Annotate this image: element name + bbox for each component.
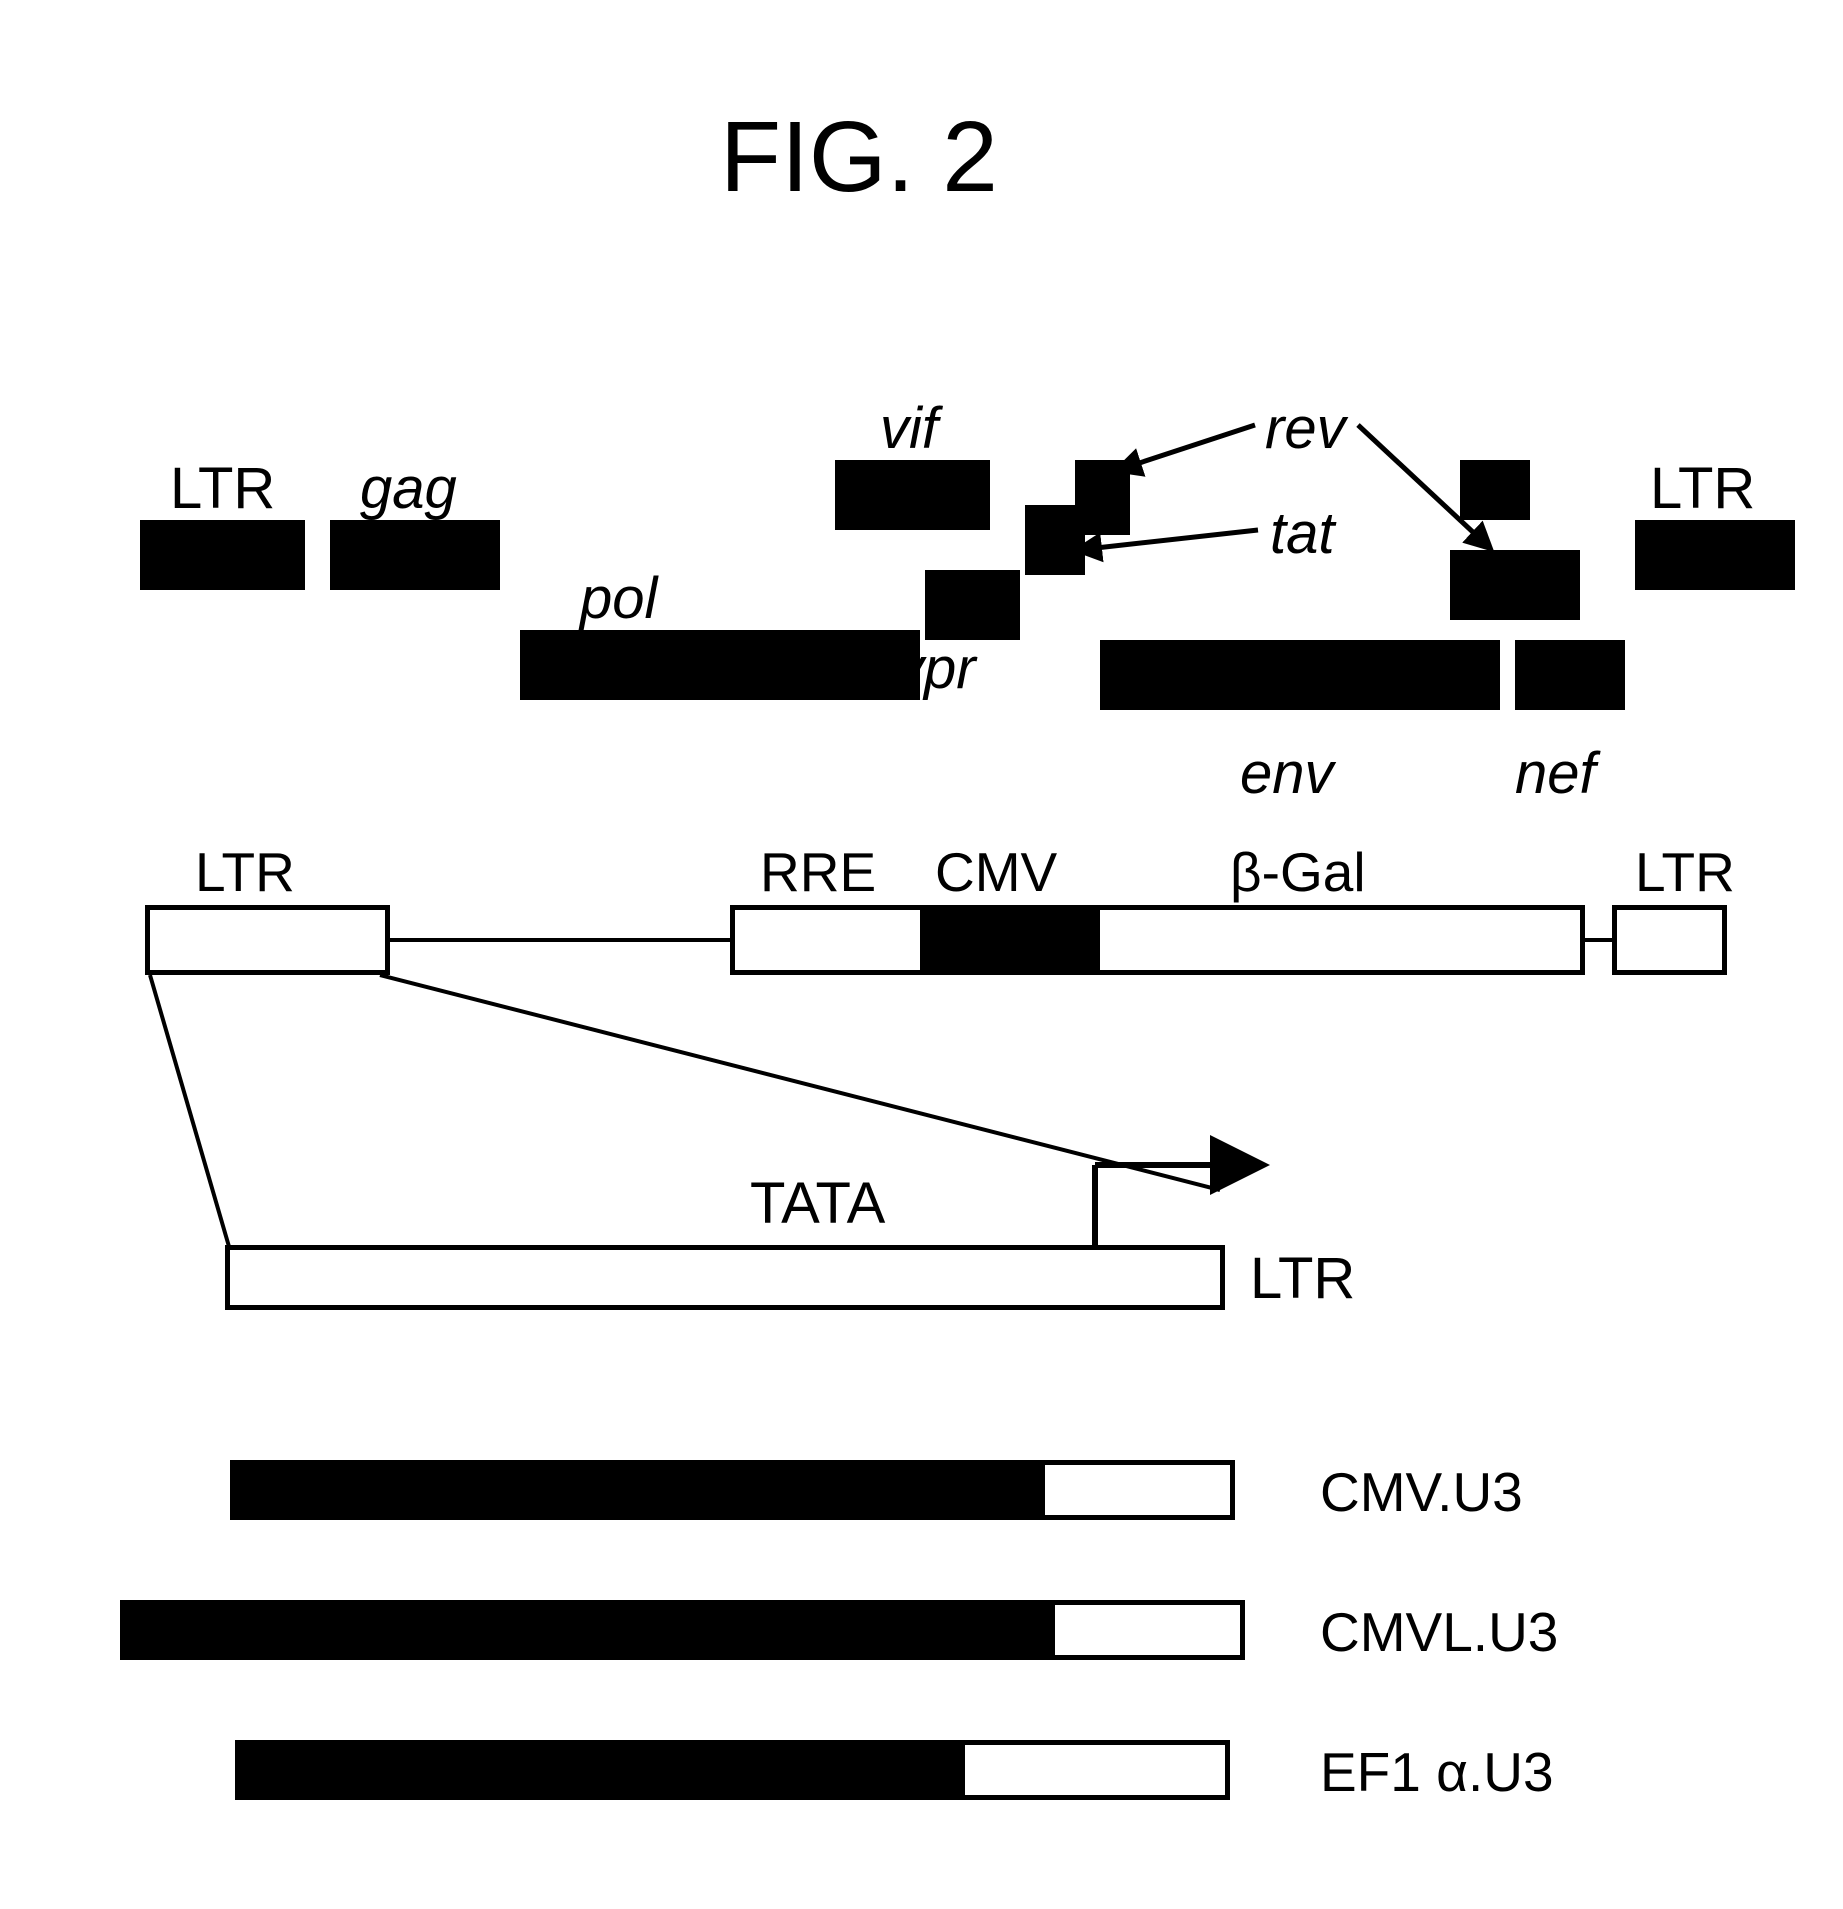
genome-label-nef: nef [1515,740,1596,807]
vector-box-bgal [1095,905,1585,975]
construct-label-0: CMV.U3 [1320,1460,1523,1524]
genome-label-ltr_right: LTR [1650,455,1755,522]
genome-box-pol [520,630,920,700]
vector-label-ltr_right: LTR [1635,840,1735,904]
vector-label-ltr_left: LTR [195,840,295,904]
genome-box-tat2 [1450,550,1580,620]
genome-box-env [1100,640,1500,710]
genome-box-vpr [925,570,1020,640]
construct-open-0 [1040,1460,1235,1520]
construct-fill-0 [230,1460,1040,1520]
construct-label-2: EF1 α.U3 [1320,1740,1554,1804]
genome-box-ltr_left [140,520,305,590]
genome-box-rev1 [1075,460,1130,535]
ltr-detail-box [225,1245,1225,1310]
vector-box-ltr_right [1612,905,1727,975]
genome-label-pol: pol [580,565,657,632]
genome-label-tat: tat [1270,500,1335,567]
genome-box-nef [1515,640,1625,710]
vector-box-ltr_left [145,905,390,975]
figure-canvas: FIG. 2 LTR gag pol vif vpr rev tat env nef LTR LTR R… [40,40,1843,1869]
vector-label-rre: RRE [760,840,876,904]
vector-box-rre [730,905,925,975]
construct-fill-2 [235,1740,960,1800]
vector-box-cmv [925,905,1095,975]
genome-label-gag: gag [360,455,457,522]
genome-box-gag [330,520,500,590]
genome-label-ltr_left: LTR [170,455,275,522]
genome-box-rev2 [1460,460,1530,520]
genome-box-vif [835,460,990,530]
genome-box-ltr_right [1635,520,1795,590]
vector-label-bgal: β-Gal [1230,840,1366,904]
construct-open-2 [960,1740,1230,1800]
vector-label-cmv: CMV [935,840,1057,904]
figure-title: FIG. 2 [720,100,998,215]
genome-label-vpr: vpr [895,635,976,702]
tata-label: TATA [750,1170,885,1237]
genome-label-env: env [1240,740,1334,807]
construct-label-1: CMVL.U3 [1320,1600,1558,1664]
construct-fill-1 [120,1600,1050,1660]
construct-open-1 [1050,1600,1245,1660]
ltr-detail-label: LTR [1250,1245,1355,1312]
genome-label-vif: vif [880,395,938,462]
genome-label-rev: rev [1265,395,1346,462]
